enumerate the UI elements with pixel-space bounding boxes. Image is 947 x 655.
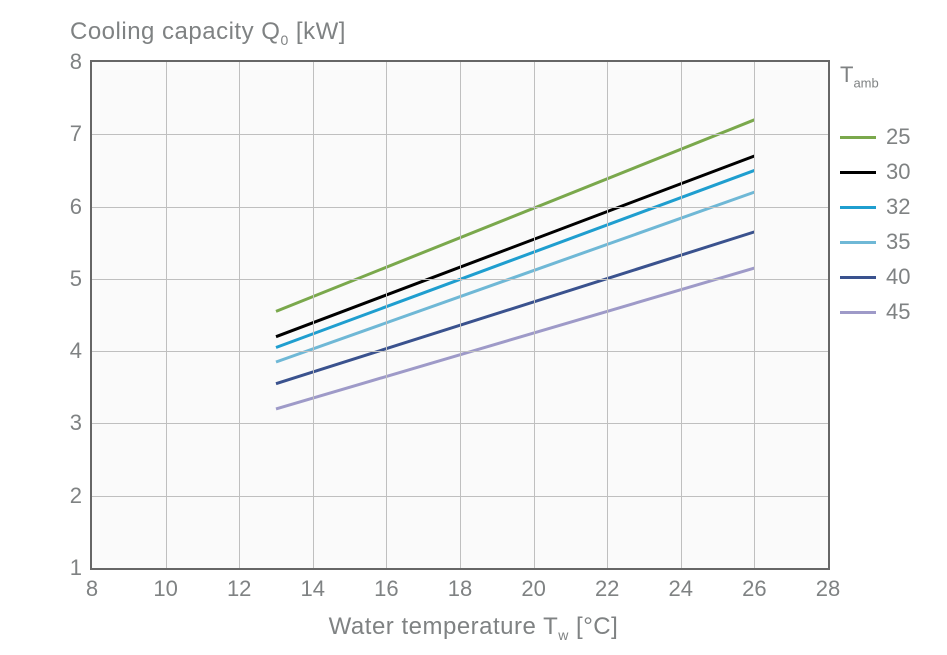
- legend-title: Tamb: [840, 62, 940, 90]
- series-line: [276, 170, 754, 347]
- legend-row: 25: [840, 124, 940, 150]
- gridline-h: [92, 207, 828, 208]
- gridline-v: [607, 62, 608, 568]
- y-tick-label: 1: [42, 555, 82, 581]
- legend-row: 32: [840, 194, 940, 220]
- gridline-v: [534, 62, 535, 568]
- cooling-capacity-chart: Cooling capacity Q0 [kW] Water temperatu…: [0, 0, 947, 655]
- legend-swatch: [840, 206, 876, 209]
- x-tick-label: 12: [227, 576, 251, 602]
- y-axis-title-sub: 0: [280, 32, 288, 48]
- gridline-h: [92, 423, 828, 424]
- legend-swatch: [840, 276, 876, 279]
- gridline-h: [92, 351, 828, 352]
- x-tick-label: 28: [816, 576, 840, 602]
- x-axis-title-pre: Water temperature T: [329, 613, 559, 640]
- y-tick-label: 8: [42, 49, 82, 75]
- series-line: [276, 192, 754, 362]
- x-tick-label: 26: [742, 576, 766, 602]
- y-tick-label: 6: [42, 194, 82, 220]
- gridline-h: [92, 279, 828, 280]
- legend-swatch: [840, 136, 876, 139]
- gridline-v: [313, 62, 314, 568]
- legend-label: 40: [886, 264, 910, 290]
- x-axis-title-post: [°C]: [569, 613, 618, 640]
- legend-swatch: [840, 311, 876, 314]
- gridline-h: [92, 496, 828, 497]
- y-tick-label: 5: [42, 266, 82, 292]
- legend-row: 40: [840, 264, 940, 290]
- legend-swatch: [840, 171, 876, 174]
- x-tick-label: 22: [595, 576, 619, 602]
- x-axis-title: Water temperature Tw [°C]: [0, 613, 947, 643]
- y-tick-label: 7: [42, 121, 82, 147]
- y-tick-label: 3: [42, 410, 82, 436]
- x-tick-label: 16: [374, 576, 398, 602]
- legend-title-pre: T: [840, 62, 853, 87]
- gridline-v: [166, 62, 167, 568]
- y-axis-title-post: [kW]: [289, 18, 346, 45]
- series-line: [276, 156, 754, 337]
- x-tick-label: 20: [521, 576, 545, 602]
- legend-label: 32: [886, 194, 910, 220]
- y-tick-label: 2: [42, 483, 82, 509]
- x-axis-title-sub: w: [558, 627, 569, 643]
- legend-label: 25: [886, 124, 910, 150]
- x-tick-label: 8: [86, 576, 98, 602]
- gridline-v: [386, 62, 387, 568]
- legend-label: 30: [886, 159, 910, 185]
- plot-area: [90, 60, 830, 570]
- legend-label: 35: [886, 229, 910, 255]
- legend-row: 30: [840, 159, 940, 185]
- legend-row: 45: [840, 299, 940, 325]
- series-line: [276, 232, 754, 384]
- x-tick-label: 18: [448, 576, 472, 602]
- legend-row: 35: [840, 229, 940, 255]
- y-axis-title: Cooling capacity Q0 [kW]: [70, 18, 346, 48]
- series-line: [276, 268, 754, 409]
- legend-label: 45: [886, 299, 910, 325]
- legend-title-sub: amb: [853, 75, 878, 90]
- series-line: [276, 120, 754, 312]
- gridline-h: [92, 134, 828, 135]
- x-tick-label: 14: [301, 576, 325, 602]
- legend: Tamb 25 30 32 35 40 45: [840, 62, 940, 334]
- gridline-v: [239, 62, 240, 568]
- x-tick-label: 24: [669, 576, 693, 602]
- gridline-v: [681, 62, 682, 568]
- y-axis-title-pre: Cooling capacity Q: [70, 18, 280, 45]
- gridline-v: [754, 62, 755, 568]
- gridline-v: [460, 62, 461, 568]
- y-tick-label: 4: [42, 338, 82, 364]
- legend-swatch: [840, 241, 876, 244]
- x-tick-label: 10: [153, 576, 177, 602]
